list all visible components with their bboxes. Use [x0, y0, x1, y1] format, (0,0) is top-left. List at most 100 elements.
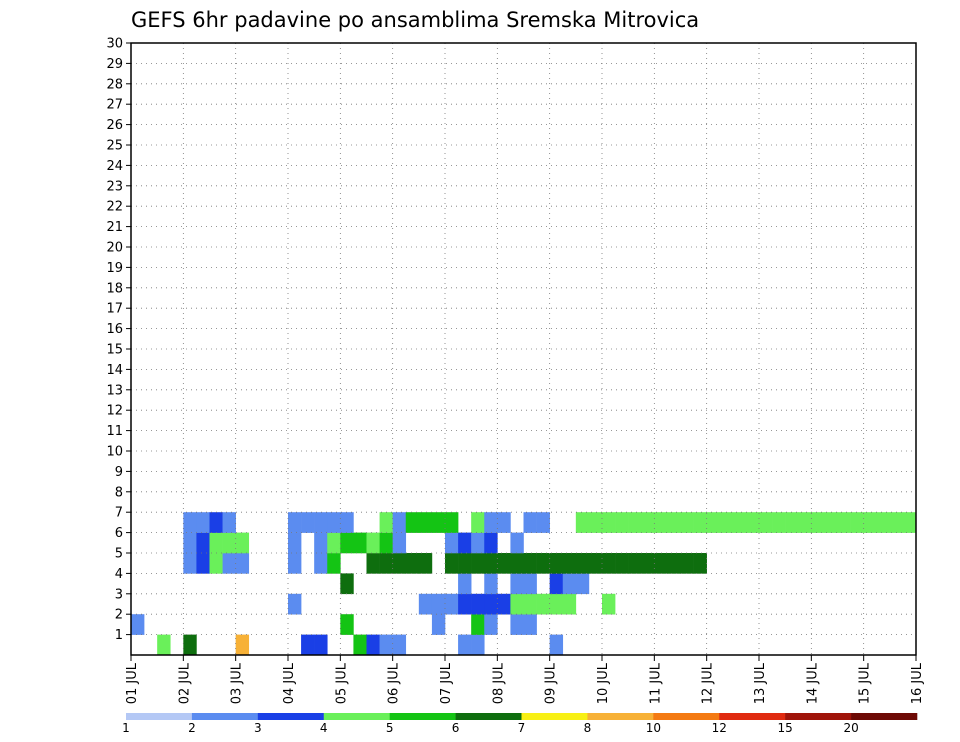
heatmap-cell: [157, 634, 171, 656]
heatmap-cell: [549, 593, 564, 615]
y-tick-label: 21: [106, 220, 123, 235]
heatmap-cell: [471, 593, 485, 615]
heatmap-cell: [484, 532, 498, 554]
x-tick-label: 13 JUL: [753, 662, 768, 704]
heatmap-cell: [353, 634, 367, 656]
y-tick-label: 14: [106, 363, 123, 378]
heatmap-cell: [209, 512, 223, 533]
heatmap-cell: [523, 573, 537, 595]
heatmap-cell: [235, 532, 250, 554]
heatmap-cell: [484, 512, 498, 533]
heatmap-cell: [471, 553, 485, 574]
heatmap-cell: [549, 634, 564, 656]
heatmap-cell: [366, 532, 380, 554]
legend-swatch: [785, 713, 852, 720]
y-tick-label: 15: [106, 343, 123, 358]
heatmap-cell: [431, 614, 446, 635]
x-tick-label: 14 JUL: [805, 662, 820, 704]
x-axis-ticks: 01 JUL 02 JUL 03 JUL 04 JUL 05 JUL 06 JUL 07 J…: [125, 655, 925, 704]
heatmap-cell: [418, 512, 433, 533]
legend-swatch: [851, 713, 918, 720]
legend-swatch: [653, 713, 720, 720]
heatmap-cell: [327, 512, 341, 533]
heatmap-cell: [588, 553, 603, 574]
heatmap-cell: [314, 532, 328, 554]
x-tick-label: 03 JUL: [230, 662, 245, 704]
heatmap-cell: [484, 593, 498, 615]
y-tick-label: 23: [106, 179, 123, 194]
heatmap-cell: [641, 553, 655, 574]
heatmap-cell: [732, 512, 747, 533]
heatmap-cell: [497, 512, 511, 533]
heatmap-cell: [523, 553, 537, 574]
heatmap-cell: [497, 553, 511, 574]
heatmap-cell: [510, 573, 524, 595]
heatmap-cell: [562, 573, 577, 595]
heatmap-cell: [745, 512, 760, 533]
heatmap-cell: [340, 512, 354, 533]
heatmap-cell: [183, 512, 197, 533]
heatmap-cell: [288, 512, 302, 533]
grid-lines: [131, 43, 916, 655]
y-tick-label: 24: [106, 159, 123, 174]
heatmap-cell: [314, 634, 328, 656]
heatmap-cell: [222, 512, 236, 533]
heatmap-cell: [693, 553, 707, 574]
y-tick-label: 11: [106, 424, 123, 439]
heatmap-cell: [327, 553, 341, 574]
legend-label: 15: [778, 721, 793, 735]
heatmap-cell: [628, 512, 642, 533]
heatmap-cell: [484, 553, 498, 574]
heatmap-cell: [654, 553, 668, 574]
heatmap-cell: [405, 553, 420, 574]
y-tick-label: 5: [115, 547, 123, 562]
heatmap-cell: [418, 553, 433, 574]
y-tick-label: 27: [106, 98, 123, 113]
legend-label: 7: [518, 721, 526, 735]
heatmap-cell: [484, 573, 498, 595]
x-tick-label: 01 JUL: [125, 662, 140, 704]
y-tick-label: 20: [106, 241, 123, 256]
heatmap-cell: [719, 512, 734, 533]
heatmap-cell: [366, 553, 380, 574]
legend-swatch: [191, 713, 259, 720]
heatmap-cell: [471, 614, 485, 635]
x-tick-label: 02 JUL: [177, 662, 192, 704]
y-tick-label: 13: [106, 383, 123, 398]
heatmap-cell: [288, 532, 302, 554]
heatmap-cell: [536, 553, 550, 574]
heatmap-cell: [562, 593, 577, 615]
x-tick-label: 09 JUL: [544, 662, 559, 704]
legend-label: 8: [584, 721, 592, 735]
heatmap-cell: [628, 553, 642, 574]
heatmap-cell: [288, 553, 302, 574]
heatmap-cell: [654, 512, 668, 533]
x-tick-label: 12 JUL: [701, 662, 716, 704]
heatmap-cell: [510, 553, 524, 574]
heatmap-cell: [340, 614, 354, 635]
heatmap-cell: [523, 512, 537, 533]
heatmap-cell: [392, 532, 407, 554]
heatmap-cell: [889, 512, 904, 533]
x-tick-label: 05 JUL: [334, 662, 349, 704]
heatmap-cell: [510, 593, 524, 615]
heatmap-cell: [458, 634, 472, 656]
y-tick-label: 16: [106, 322, 123, 337]
heatmap-cell: [235, 553, 250, 574]
legend-swatch: [126, 713, 193, 720]
legend-swatch: [257, 713, 325, 720]
heatmap-cell: [379, 634, 393, 656]
heatmap-cell: [222, 553, 236, 574]
y-tick-label: 30: [106, 37, 123, 52]
y-tick-label: 3: [115, 587, 123, 602]
heatmap-cell: [327, 532, 341, 554]
heatmap-cell: [798, 512, 812, 533]
legend-label: 3: [254, 721, 262, 735]
heatmap-cell: [902, 512, 917, 533]
heatmap-cell: [314, 553, 328, 574]
legend-swatch: [323, 713, 390, 720]
heatmap-cell: [131, 614, 145, 635]
heatmap-cell: [471, 512, 485, 533]
heatmap-cell: [431, 512, 446, 533]
heatmap-cell: [379, 553, 393, 574]
